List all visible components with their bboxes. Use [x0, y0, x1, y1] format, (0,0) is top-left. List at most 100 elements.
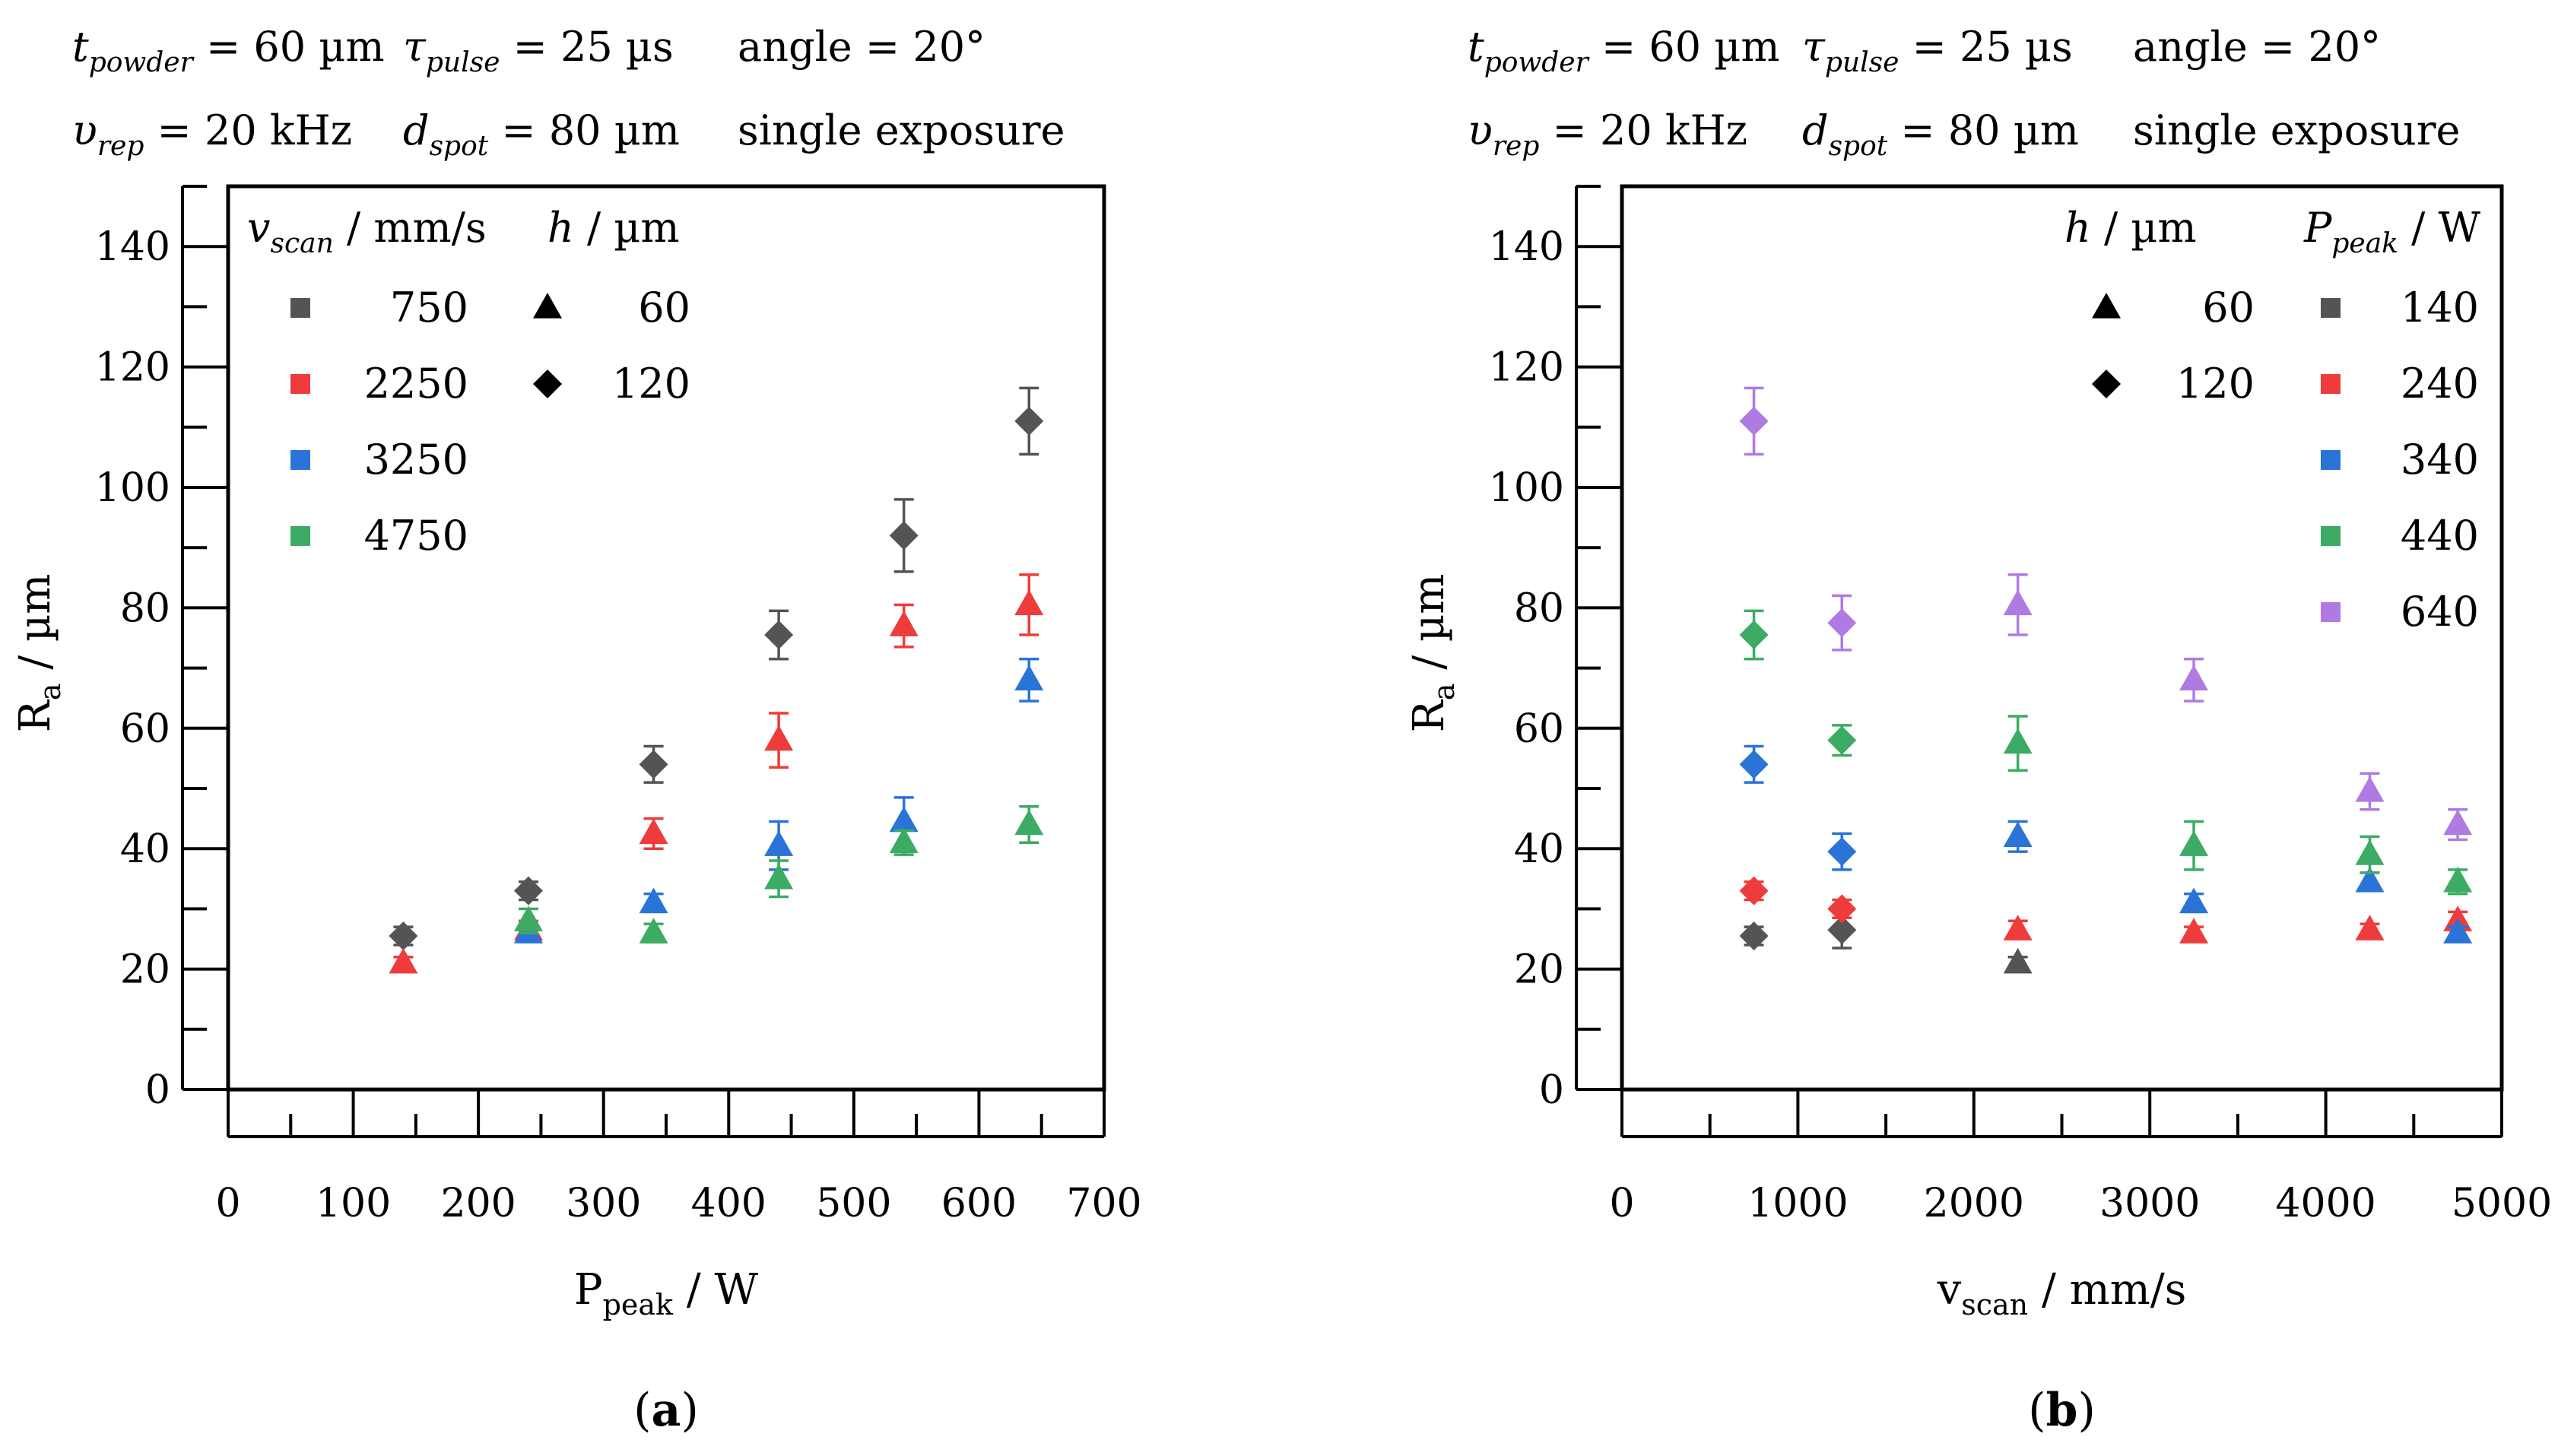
x-tick-label: 400: [691, 1181, 766, 1226]
y-tick-label: 40: [1514, 826, 1564, 872]
y-tick-label: 20: [1514, 947, 1564, 993]
param-angle: angle = 20°: [738, 23, 985, 71]
data-point-triangle: [513, 906, 543, 931]
legend-header-h: h / µm: [547, 204, 680, 252]
legend-color-swatch: [2321, 602, 2341, 622]
data-point-triangle: [764, 725, 794, 751]
data-point-triangle: [2003, 821, 2033, 848]
legend-color-label: 4750: [364, 512, 468, 560]
data-point-triangle: [389, 947, 418, 974]
x-tick-label: 1000: [1747, 1181, 1848, 1226]
caption: (b): [2028, 1384, 2096, 1437]
param-tau-pulse: τpulse = 25 µs: [403, 23, 674, 78]
data-point-diamond: [1827, 915, 1857, 945]
y-tick-label: 80: [120, 585, 170, 631]
data-points: [1739, 386, 2473, 974]
legend-color-label: 2250: [364, 360, 468, 408]
chart-b: tpowder = 60 µm τpulse = 25 µs angle = 20°…: [1404, 23, 2552, 1437]
data-point-diamond: [513, 876, 543, 906]
data-point-triangle: [2179, 665, 2209, 691]
param-d-spot: dspot = 80 µm: [403, 106, 680, 162]
x-tick-label: 5000: [2452, 1181, 2552, 1226]
param-tau-pulse: τpulse = 25 µs: [1802, 23, 2073, 78]
x-tick-label: 500: [816, 1181, 891, 1226]
data-point-diamond: [1827, 608, 1857, 638]
y-tick-label: 100: [1489, 465, 1564, 511]
x-tick-label: 600: [941, 1181, 1017, 1226]
data-point-diamond: [1739, 750, 1769, 779]
legend-color-label: 140: [2401, 284, 2479, 331]
legend-header-ppeak: Ppeak / W: [2303, 204, 2481, 259]
x-tick-label: 2000: [1924, 1181, 2024, 1226]
legend-color-swatch: [290, 298, 310, 318]
y-tick-label: 120: [95, 345, 170, 391]
data-point-triangle: [2179, 887, 2209, 914]
param-v-rep: υrep = 20 kHz: [1468, 106, 1747, 162]
legend-color-label: 640: [2401, 588, 2479, 636]
data-point-triangle: [2443, 918, 2473, 944]
y-tick-label: 120: [1489, 345, 1564, 391]
param-exposure: single exposure: [738, 106, 1065, 154]
param-t-powder: tpowder = 60 µm: [1468, 23, 1780, 78]
y-axis-label: Ra / µm: [11, 574, 67, 733]
data-point-diamond: [1014, 406, 1044, 436]
legend-color-swatch: [2321, 450, 2341, 470]
data-point-diamond: [1827, 894, 1857, 924]
legend-marker-swatch: [533, 293, 562, 319]
y-tick-label: 60: [120, 706, 170, 752]
legend-color-label: 240: [2401, 360, 2479, 408]
data-point-diamond: [389, 921, 418, 951]
y-tick-label: 100: [95, 465, 170, 511]
data-point-triangle: [1014, 589, 1044, 616]
legend-color-swatch: [290, 526, 310, 546]
legend-color-swatch: [2321, 298, 2341, 318]
legend-color-swatch: [2321, 374, 2341, 394]
y-tick-label: 0: [145, 1067, 170, 1113]
legend: h / µm Ppeak / W 60 120 140 240 340 440 640: [2064, 204, 2481, 636]
data-point-diamond: [1827, 725, 1857, 755]
x-axis-label: Ppeak / W: [574, 1265, 759, 1321]
x-tick-label: 0: [1609, 1181, 1634, 1226]
legend-marker-label: 120: [2176, 360, 2255, 408]
legend-color-label: 340: [2401, 436, 2479, 484]
data-point-triangle: [764, 830, 794, 856]
y-tick-label: 140: [95, 224, 170, 270]
legend-color-label: 3250: [364, 436, 468, 484]
param-d-spot: dspot = 80 µm: [1802, 106, 2079, 162]
legend-marker-swatch: [533, 370, 562, 398]
param-exposure: single exposure: [2133, 106, 2460, 154]
data-point-triangle: [2003, 947, 2033, 974]
x-tick-label: 4000: [2275, 1181, 2376, 1226]
data-point-triangle: [889, 806, 919, 833]
data-point-triangle: [889, 611, 919, 636]
legend-header-h: h / µm: [2064, 204, 2197, 252]
legend-marker-label: 60: [638, 284, 690, 331]
data-point-triangle: [889, 827, 919, 853]
x-tick-label: 200: [441, 1181, 516, 1226]
data-point-triangle: [2003, 915, 2033, 941]
data-point-diamond: [1739, 620, 1769, 650]
data-point-triangle: [2179, 830, 2209, 856]
data-point-diamond: [1739, 406, 1769, 436]
chart-a: tpowder = 60 µm τpulse = 25 µs angle = 20°…: [11, 23, 1142, 1437]
data-point-triangle: [639, 818, 668, 845]
data-point-diamond: [1739, 876, 1769, 906]
data-point-triangle: [1014, 665, 1044, 691]
data-point-triangle: [2355, 866, 2385, 893]
data-point-triangle: [2179, 918, 2209, 944]
data-point-diamond: [1827, 837, 1857, 867]
data-point-triangle: [2355, 839, 2385, 865]
data-point-triangle: [2003, 589, 2033, 616]
param-t-powder: tpowder = 60 µm: [72, 23, 385, 78]
param-angle: angle = 20°: [2133, 23, 2381, 71]
x-axis-label: vscan / mm/s: [1937, 1265, 2187, 1321]
y-tick-label: 80: [1514, 585, 1564, 631]
legend-color-label: 750: [390, 284, 468, 331]
x-tick-label: 300: [566, 1181, 641, 1226]
data-point-triangle: [1014, 809, 1044, 836]
data-point-triangle: [2443, 866, 2473, 893]
legend-marker-label: 120: [612, 360, 690, 408]
data-point-diamond: [1739, 921, 1769, 951]
x-tick-label: 100: [316, 1181, 391, 1226]
